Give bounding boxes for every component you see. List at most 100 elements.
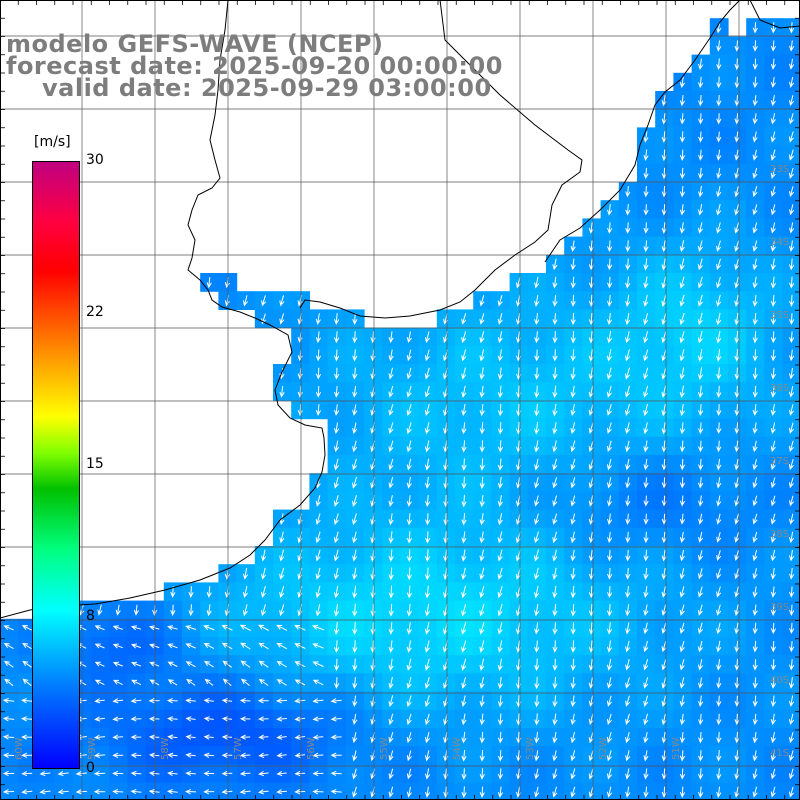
- wind-arrow: [770, 222, 776, 234]
- wind-arrow: [425, 786, 431, 798]
- wind-arrow: [661, 95, 667, 107]
- wind-arrow: [515, 294, 521, 307]
- wind-arrow: [461, 768, 467, 780]
- wind-arrow: [497, 313, 503, 325]
- wind-arrow: [479, 295, 485, 307]
- colorbar-tick-0: 0: [86, 760, 95, 776]
- wind-arrow: [570, 404, 576, 417]
- wind-arrow: [752, 312, 758, 326]
- wind-arrow: [661, 586, 667, 598]
- wind-arrow: [261, 295, 267, 307]
- wind-arrow: [752, 549, 758, 562]
- wind-arrow: [679, 713, 686, 726]
- wind-arrow: [131, 661, 142, 667]
- wind-arrow: [534, 276, 540, 289]
- wind-arrow: [312, 698, 324, 704]
- wind-arrow: [734, 185, 740, 198]
- wind-arrow: [698, 786, 704, 798]
- wind-arrow: [679, 385, 685, 399]
- wind-arrow: [789, 586, 795, 598]
- wind-arrow: [479, 585, 485, 599]
- wind-arrow: [770, 531, 776, 543]
- wind-arrow: [406, 768, 412, 780]
- wind-arrow: [679, 677, 685, 689]
- wind-arrow: [643, 640, 649, 653]
- wind-arrow: [258, 716, 269, 722]
- wind-arrow: [789, 495, 795, 507]
- wind-arrow: [534, 676, 540, 690]
- wind-arrow: [643, 786, 649, 798]
- wind-arrow: [643, 258, 649, 271]
- wind-arrow: [239, 716, 251, 722]
- wind-arrow: [242, 585, 248, 599]
- wind-arrow: [752, 240, 758, 252]
- wind-arrow: [203, 770, 215, 777]
- wind-arrow: [279, 549, 285, 562]
- wind-arrow: [698, 458, 704, 471]
- wind-arrow: [679, 76, 686, 89]
- wind-arrow: [679, 167, 686, 180]
- wind-arrow: [276, 770, 287, 777]
- wind-arrow: [698, 113, 704, 125]
- wind-arrow: [22, 678, 32, 687]
- wind-arrow: [770, 477, 776, 489]
- wind-arrow: [625, 331, 631, 344]
- wind-arrow: [770, 258, 776, 271]
- wind-arrow: [625, 731, 631, 744]
- wind-arrow: [734, 131, 740, 143]
- wind-arrow: [497, 750, 504, 762]
- wind-arrow: [789, 659, 795, 671]
- wind-arrow: [625, 222, 631, 234]
- wind-arrow: [679, 768, 686, 780]
- wind-arrow: [39, 789, 51, 795]
- wind-arrow: [716, 550, 722, 562]
- wind-arrow: [643, 440, 649, 453]
- wind-arrow: [716, 458, 722, 471]
- wind-arrow: [661, 113, 667, 125]
- wind-arrow: [734, 385, 740, 398]
- wind-arrow: [279, 585, 285, 598]
- wind-arrow: [679, 604, 685, 616]
- wind-arrow: [315, 513, 321, 526]
- wind-arrow: [643, 349, 649, 362]
- wind-arrow: [112, 734, 124, 740]
- wind-arrow: [388, 549, 394, 562]
- wind-arrow: [406, 585, 413, 599]
- lat-label: 35S: [770, 310, 789, 321]
- wind-arrow: [606, 422, 612, 435]
- wind-arrow: [242, 567, 249, 580]
- wind-arrow: [534, 294, 540, 307]
- wind-arrow: [166, 625, 178, 631]
- wind-arrow: [479, 476, 485, 490]
- wind-arrow: [752, 367, 758, 380]
- wind-arrow: [424, 585, 431, 599]
- wind-arrow: [770, 549, 776, 562]
- wind-arrow: [661, 549, 667, 562]
- wind-arrow: [698, 149, 704, 161]
- wind-arrow: [461, 458, 467, 471]
- wind-arrow: [352, 658, 358, 672]
- wind-arrow: [479, 458, 485, 471]
- wind-arrow: [734, 622, 740, 635]
- wind-arrow: [240, 678, 250, 686]
- wind-arrow: [770, 349, 777, 362]
- wind-arrow: [770, 404, 776, 416]
- wind-arrow: [461, 585, 467, 599]
- wind-arrow: [406, 403, 412, 416]
- wind-arrow: [534, 349, 540, 362]
- wind-arrow: [388, 349, 394, 362]
- wind-arrow: [461, 567, 467, 580]
- lon-label: 56W: [306, 737, 317, 760]
- wind-arrow: [770, 640, 777, 653]
- wind-arrow: [497, 676, 503, 690]
- wind-arrow: [131, 679, 142, 686]
- wind-arrow: [752, 640, 758, 653]
- wind-arrow: [643, 385, 649, 398]
- wind-arrow: [697, 349, 703, 362]
- wind-arrow: [552, 258, 558, 271]
- wind-arrow: [607, 549, 613, 562]
- wind-arrow: [206, 604, 212, 617]
- wind-arrow: [734, 750, 740, 762]
- wind-arrow: [461, 549, 467, 562]
- wind-arrow: [315, 385, 322, 398]
